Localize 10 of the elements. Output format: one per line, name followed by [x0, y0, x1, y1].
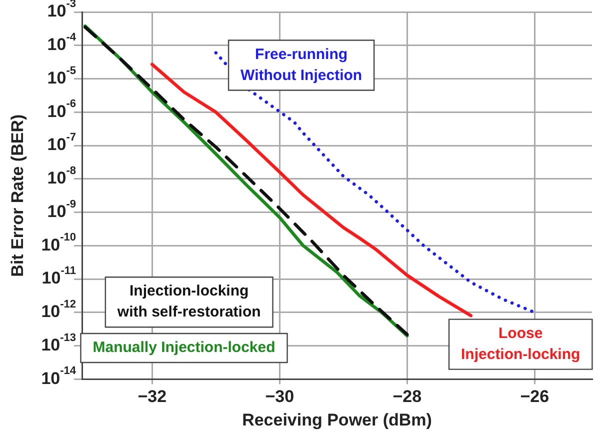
series-label: Loose Injection-locking — [461, 324, 580, 363]
x-tick-label: −28 — [392, 387, 422, 406]
y-axis-title: Bit Error Rate (BER) — [8, 114, 27, 277]
series-label: Free-running Without Injection — [240, 46, 362, 84]
x-tick-label: −30 — [265, 387, 294, 406]
x-tick-label: −26 — [520, 387, 550, 406]
text: Injection-locking with self-restoration — [116, 282, 261, 321]
text: Manually Injection-locked — [92, 339, 276, 356]
x-tick-label: −32 — [138, 387, 167, 406]
x-axis-title: Receiving Power (dBm) — [242, 410, 432, 430]
